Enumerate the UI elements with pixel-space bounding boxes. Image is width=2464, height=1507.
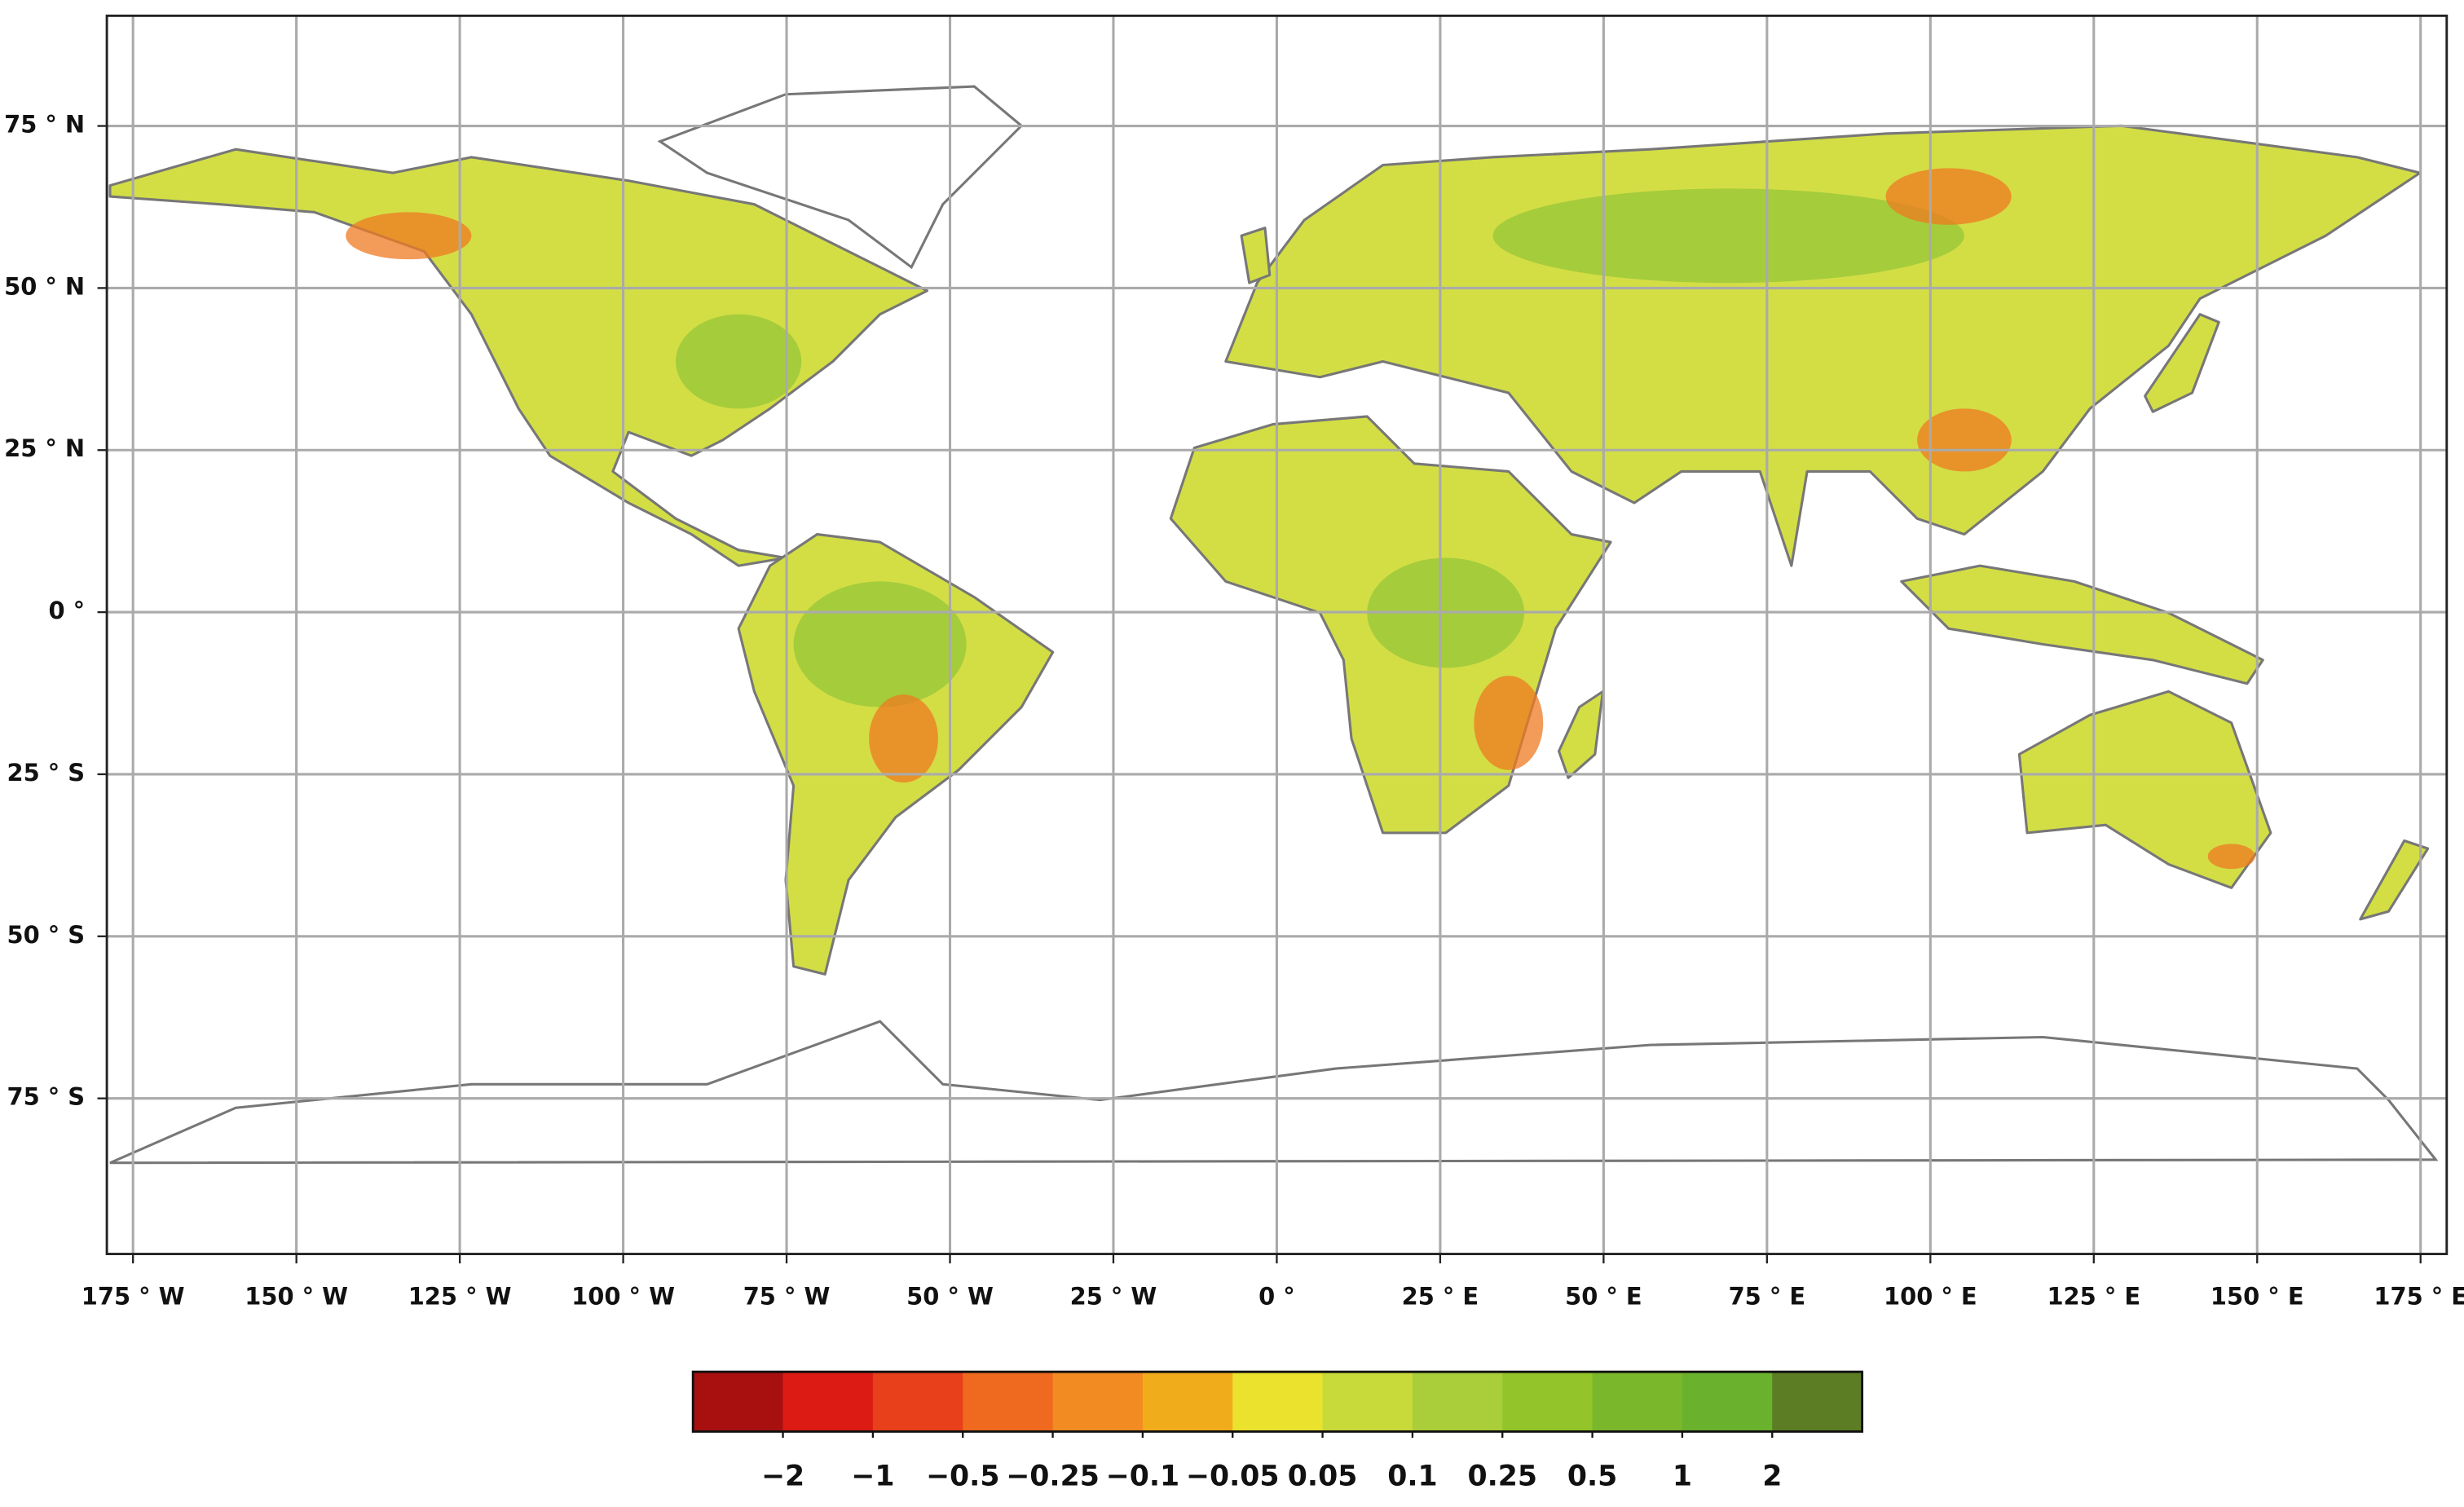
decline-patch	[1917, 408, 2012, 472]
x-tick-label: 150 ° E	[2211, 1283, 2304, 1311]
british-isles	[1240, 227, 1272, 284]
y-tick-label: 25 ° N	[4, 434, 85, 462]
x-tick-label: 100 ° W	[571, 1283, 675, 1311]
x-tick-label: 25 ° E	[1402, 1283, 1479, 1311]
y-tick-label: 50 ° S	[7, 921, 85, 949]
japan	[2144, 313, 2220, 413]
colorbar-cell	[1502, 1372, 1593, 1432]
vegetation-patch	[793, 581, 967, 707]
colorbar-label: 1	[1673, 1460, 1692, 1492]
x-tick-label: 175 ° W	[82, 1283, 185, 1311]
colorbar-cell	[1412, 1372, 1504, 1432]
x-tick-label: 75 ° W	[743, 1283, 831, 1311]
colorbar-cell	[1052, 1372, 1144, 1432]
colorbar-label: −0.5	[926, 1460, 1000, 1492]
decline-patch	[869, 694, 938, 783]
grid	[107, 15, 2447, 1254]
colorbar-cell	[1682, 1372, 1774, 1432]
madagascar	[1557, 690, 1605, 779]
vegetation-patch	[676, 314, 802, 409]
colorbar-cell	[1322, 1372, 1413, 1432]
vegetation-patch	[1492, 188, 1964, 284]
colorbar-cell	[1142, 1372, 1234, 1432]
y-tick-label: 75 ° N	[4, 111, 85, 139]
antarctica	[109, 1020, 2439, 1165]
colorbar-label: 0.5	[1567, 1460, 1617, 1492]
colorbar-label: 2	[1762, 1460, 1782, 1492]
colorbar-label: −2	[761, 1460, 804, 1492]
colorbar-label: −0.25	[1006, 1460, 1100, 1492]
decline-patch	[1885, 168, 2012, 225]
x-tick-label: 125 ° E	[2047, 1283, 2140, 1311]
y-tick-label: 0 °	[48, 597, 85, 624]
colorbar-cell	[1592, 1372, 1683, 1432]
colorbar-label: 0.05	[1288, 1460, 1358, 1492]
x-tick-label: 125 ° W	[408, 1283, 512, 1311]
x-tick-label: 50 ° E	[1565, 1283, 1642, 1311]
x-tick-label: 50 ° W	[906, 1283, 994, 1311]
x-tick-label: 150 ° W	[245, 1283, 348, 1311]
colorbar-frame	[691, 1370, 1864, 1433]
colorbar-cell	[782, 1372, 874, 1432]
colorbar-cell	[1232, 1372, 1324, 1432]
decline-patch	[2207, 844, 2255, 870]
colorbar-label: −0.1	[1106, 1460, 1180, 1492]
x-tick-label: 25 ° W	[1070, 1283, 1157, 1311]
colorbar-label: −1	[851, 1460, 894, 1492]
y-tick-label: 75 ° S	[7, 1083, 85, 1111]
axes: 175 ° W 150 ° W 125 ° W 100 ° W 75 ° W 50 ° W…	[4, 111, 2464, 1311]
colorbar-cell	[693, 1372, 784, 1432]
x-tick-label: 175 ° E	[2374, 1283, 2464, 1311]
colorbar-cell	[1772, 1372, 1863, 1432]
x-tick-label: 75 ° E	[1729, 1283, 1806, 1311]
y-tick-label: 25 ° S	[7, 759, 85, 787]
x-tick-label: 100 ° E	[1884, 1283, 1977, 1311]
y-tick-label: 50 ° N	[4, 272, 85, 300]
decline-patch	[346, 212, 472, 260]
x-tick-label: 0 °	[1258, 1283, 1295, 1311]
north-america	[108, 148, 929, 567]
new-zealand	[2359, 839, 2430, 921]
greenland	[657, 85, 1024, 270]
colorbar-cell	[963, 1372, 1054, 1432]
colorbar-cell	[872, 1372, 964, 1432]
colorbar-label: 0.1	[1387, 1460, 1437, 1492]
colorbar-label: 0.25	[1467, 1460, 1537, 1492]
indonesia	[1900, 564, 2264, 685]
colorbar-label: −0.05	[1186, 1460, 1280, 1492]
decline-patch	[1474, 676, 1544, 770]
colorbar: −2 −1 −0.5 −0.25 −0.1 −0.05 0.05 0.1 0.25 0.5 1 2	[691, 1370, 1864, 1492]
